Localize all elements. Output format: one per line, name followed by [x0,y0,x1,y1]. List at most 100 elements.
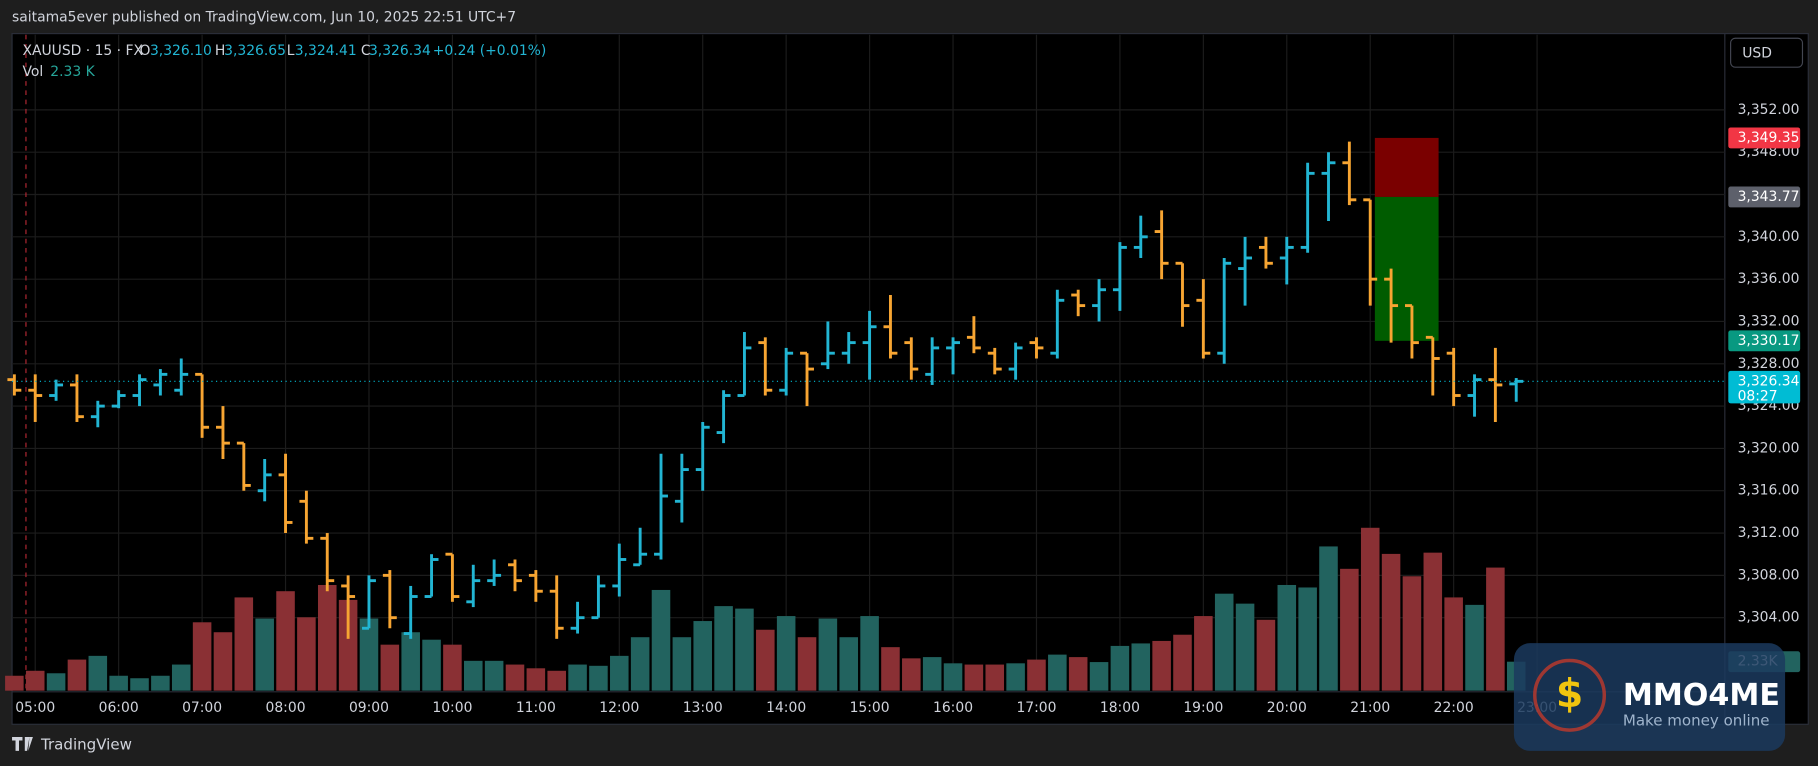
legend-change: +0.24 (+0.01%) [433,43,547,59]
volume-bar [922,657,942,691]
legend-close: 3,326.34 [369,43,431,59]
volume-bar [1235,603,1255,691]
volume-bar [589,665,608,691]
watermark-tagline: Make money online [1623,711,1770,729]
volume-bar [234,597,254,691]
volume-bar [505,664,525,691]
volume-bar [1360,527,1380,691]
volume-bar [1048,654,1067,691]
legend-l: L [287,43,295,59]
volume-bar [484,660,504,691]
legend-open: 3,326.10 [150,43,212,59]
volume-bar [902,658,921,691]
x-tick-label: 18:00 [1100,700,1140,716]
last-price-marker [1728,370,1801,404]
price-marker-label: 3,343.77 [1738,189,1800,205]
volume-bar [1465,604,1484,691]
x-tick-label: 11:00 [516,700,556,716]
countdown-label: 08:27 [1738,388,1778,404]
volume-bar [547,670,566,691]
volume-bar [1340,568,1359,691]
price-marker [1728,186,1801,208]
volume-bar [630,637,650,691]
volume-bar [1131,643,1151,691]
volume-bar [25,670,45,691]
y-tick-label: 3,328.00 [1738,356,1800,372]
volume-bar [776,616,796,691]
x-tick-label: 13:00 [683,700,723,716]
volume-bar [1423,552,1443,691]
volume-bar [401,632,420,691]
volume-bar [1173,634,1192,691]
volume-bar [1006,663,1025,691]
legend-low: 3,324.41 [295,43,357,59]
volume-bar [1402,576,1422,691]
legend-o: O [140,43,151,59]
footer-brand: TradingView [40,736,132,754]
volume-bar [1319,546,1338,691]
tv-logo [12,737,33,751]
x-tick-label: 17:00 [1016,700,1056,716]
x-tick-label: 22:00 [1434,700,1474,716]
x-tick-label: 12:00 [599,700,639,716]
volume-bar [985,664,1005,691]
volume-bar [317,584,337,691]
last-price-label: 3,326.34 [1738,373,1800,389]
volume-bar [797,637,817,691]
volume-bar [88,655,108,691]
volume-bar [1089,662,1109,691]
volume-bar [1444,597,1463,691]
currency-button[interactable] [1730,37,1804,68]
x-tick-label: 07:00 [182,700,222,716]
volume-bar [46,673,66,691]
volume-bar [1277,584,1297,691]
volume-bar [839,637,859,691]
volume-bar [151,675,170,691]
price-marker [1728,330,1801,352]
volume-bar [297,617,316,691]
volume-bar [1152,640,1171,691]
volume-bar [130,678,149,691]
svg-text:$: $ [1556,671,1583,717]
target-zone [1374,196,1439,341]
volume-bar [1214,593,1234,691]
watermark: $ MMO4ME Make money online [1513,643,1786,751]
volume-bar [422,639,441,691]
legend-high: 3,326.65 [224,43,286,59]
x-tick-label: 19:00 [1183,700,1223,716]
price-bars [7,141,1524,639]
volume-bar [943,663,963,691]
volume-bar [443,644,462,691]
volume-bar [255,618,274,691]
volume-bar [213,632,233,691]
x-tick-label: 15:00 [850,700,890,716]
x-tick-label: 05:00 [15,700,55,716]
volume-bar [651,589,671,691]
y-tick-label: 3,320.00 [1738,440,1800,456]
volume-bar [338,599,358,691]
published-note: saitama5ever published on TradingView.co… [12,9,516,25]
stop-zone [1374,137,1439,197]
volume-bar [1486,567,1505,691]
price-marker-label: 3,330.17 [1738,333,1800,349]
y-tick-label: 3,304.00 [1738,610,1800,626]
legend-vol: Vol [22,64,43,80]
volume-bar [693,621,712,691]
volume-bar [610,655,629,691]
x-tick-label: 21:00 [1350,700,1390,716]
volume-bar [276,591,295,691]
currency-label[interactable]: USD [1742,45,1772,61]
volume-bar [1256,619,1276,691]
volume-bar [568,664,587,691]
legend-volume: 2.33 K [50,64,95,80]
volume-bar [1110,645,1130,691]
volume-bar [756,629,775,691]
volume-bar [359,618,379,691]
volume-bar [672,637,692,691]
x-tick-label: 16:00 [933,700,973,716]
volume-bar [1298,587,1317,691]
x-tick-label: 20:00 [1267,700,1307,716]
volume-bar [1027,659,1046,691]
legend-c: C [361,43,371,59]
